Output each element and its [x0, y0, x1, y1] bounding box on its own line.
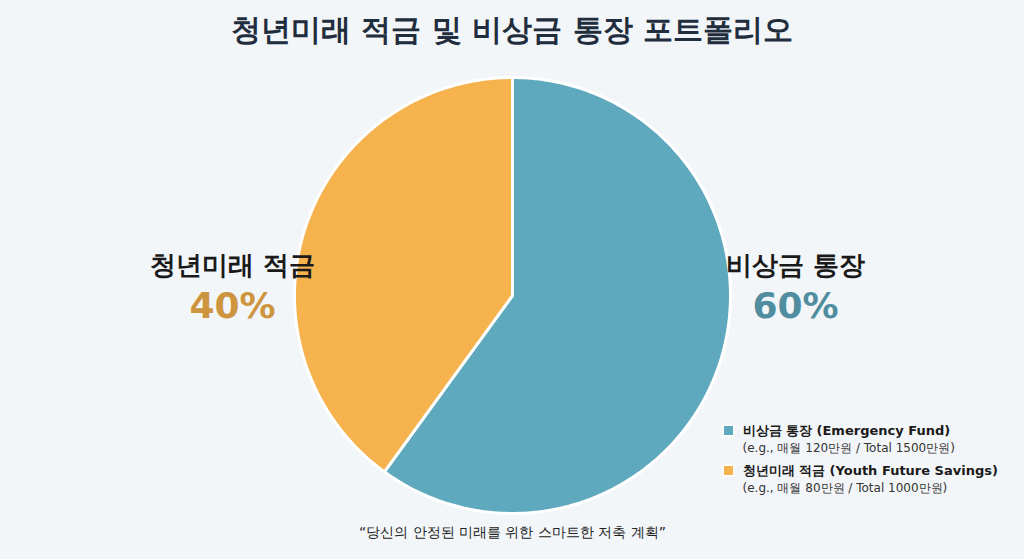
svg-text:비상금 통장: 비상금 통장	[726, 250, 865, 280]
svg-text:40%: 40%	[189, 285, 275, 326]
svg-text:청년미래 적금 (Youth Future Savings): 청년미래 적금 (Youth Future Savings)	[743, 463, 998, 478]
svg-text:(e.g., 매월 120만원 / Total 1500만원: (e.g., 매월 120만원 / Total 1500만원)	[743, 441, 955, 455]
svg-text:비상금 통장 (Emergency Fund): 비상금 통장 (Emergency Fund)	[743, 423, 951, 438]
svg-text:“당신의 안정된 미래를 위한 스마트한 저축 계획”: “당신의 안정된 미래를 위한 스마트한 저축 계획”	[359, 524, 666, 540]
svg-text:청년미래 적금: 청년미래 적금	[150, 250, 315, 280]
html-text:청년미래 적금 및 비상금 통장 포트폴리오: 청년미래 적금 및 비상금 통장 포트폴리오	[230, 12, 794, 47]
svg-text:60%: 60%	[752, 285, 838, 326]
svg-text:(e.g., 매월 80만원 / Total 1000만원): (e.g., 매월 80만원 / Total 1000만원)	[743, 481, 948, 495]
